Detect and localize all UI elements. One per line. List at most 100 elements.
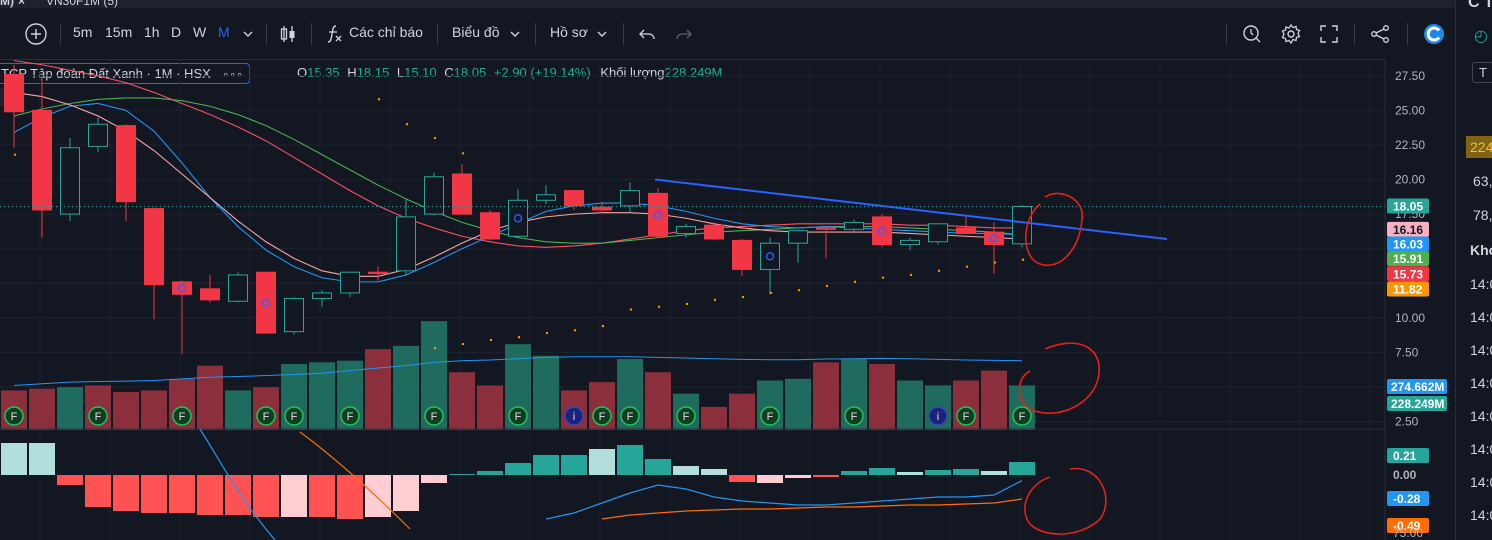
macd-label: -0.28 xyxy=(1393,492,1421,506)
undo-button[interactable] xyxy=(635,22,659,46)
share-button[interactable] xyxy=(1368,22,1392,46)
redo-button[interactable] xyxy=(672,22,696,46)
financial-event-icon xyxy=(844,406,864,426)
settings-button[interactable] xyxy=(1279,22,1303,46)
time-row: 14:0 xyxy=(1470,507,1492,523)
tab-symbol[interactable]: VN30F1M (5) xyxy=(46,0,119,8)
interval-15m[interactable]: 15m xyxy=(105,24,133,40)
brand-logo-icon xyxy=(1422,22,1446,46)
time-row: 14:0 xyxy=(1470,342,1492,358)
sar-dot xyxy=(993,261,997,264)
volume-bar xyxy=(449,372,475,430)
macd-histogram-bar xyxy=(337,475,363,519)
interval-w[interactable]: W xyxy=(193,24,207,40)
tab-left-fragment[interactable]: M) xyxy=(0,0,14,8)
status-icon: ◴ xyxy=(1474,28,1488,45)
sar-dot xyxy=(13,153,17,156)
event-marker-label: F xyxy=(11,411,18,423)
signal-line xyxy=(601,498,1023,520)
profile-label[interactable]: Hồ sơ xyxy=(550,24,588,40)
interval-1h[interactable]: 1h xyxy=(144,24,160,40)
sar-dot xyxy=(741,295,745,299)
candle-body xyxy=(228,274,248,302)
macd-histogram-bar xyxy=(141,475,167,513)
macd-label: 0.00 xyxy=(1393,468,1417,482)
sar-dot xyxy=(433,347,437,350)
interval-5m[interactable]: 5m xyxy=(73,24,93,40)
event-marker-label: F xyxy=(263,411,270,423)
event-marker-label: i xyxy=(937,411,939,423)
price-label-bg xyxy=(1387,221,1429,237)
time-row: 14:0 xyxy=(1470,375,1492,391)
candle-body xyxy=(1012,206,1032,245)
sar-dot xyxy=(937,269,941,273)
panel-title: C T xyxy=(1468,0,1492,11)
add-symbol-button[interactable] xyxy=(24,22,48,46)
financial-event-icon xyxy=(1012,406,1032,426)
quick-search-button[interactable] xyxy=(1240,22,1264,46)
macd-histogram-bar xyxy=(729,475,755,482)
candle-body xyxy=(536,194,556,201)
signal-marker xyxy=(513,214,523,223)
tab-close-icon[interactable]: × xyxy=(18,0,26,8)
fullscreen-button[interactable] xyxy=(1317,22,1341,46)
chevron-down-icon xyxy=(243,31,253,37)
volume-bar xyxy=(729,393,755,430)
macd-histogram-bar xyxy=(785,475,811,478)
macd-histogram-bar xyxy=(869,468,895,475)
sar-dot xyxy=(461,152,465,155)
candle-body xyxy=(592,206,612,211)
volume-bar xyxy=(869,364,895,430)
more-options-icon[interactable]: ∘∘∘ xyxy=(222,69,244,81)
volume-bar xyxy=(141,390,167,430)
symbol-title[interactable]: TCP Tập đoàn Đất Xanh · 1M · HSX ∘∘∘ xyxy=(0,63,251,84)
sar-dot xyxy=(769,291,773,295)
event-marker-label: i xyxy=(573,411,575,423)
macd-label: 0.21 xyxy=(1393,449,1417,463)
event-marker-label: F xyxy=(515,411,522,423)
event-marker-label: F xyxy=(963,411,970,423)
profile-dropdown[interactable] xyxy=(590,22,614,46)
candle-body xyxy=(452,173,472,215)
redo-icon xyxy=(676,29,692,40)
chevron-down-icon xyxy=(510,31,520,37)
event-marker-label: F xyxy=(95,411,102,423)
candle-body xyxy=(732,239,752,270)
sar-dot xyxy=(657,305,661,308)
interval-d[interactable]: D xyxy=(171,24,182,40)
chart-type-button[interactable] xyxy=(276,22,300,46)
volume-label: 274.662M xyxy=(1391,380,1444,394)
sar-dot xyxy=(433,136,437,140)
interval-m[interactable]: M xyxy=(218,24,230,40)
macd-label-bg xyxy=(1387,448,1429,463)
undo-icon xyxy=(639,29,655,40)
candles-icon xyxy=(280,26,295,42)
panel-button[interactable]: T xyxy=(1472,62,1492,83)
candle-body xyxy=(844,221,864,230)
y-tick-label: 20.00 xyxy=(1395,173,1425,187)
indicators-label[interactable]: Các chỉ báo xyxy=(349,24,423,40)
financial-event-icon xyxy=(592,406,612,426)
candle-body xyxy=(816,227,836,230)
macd-histogram-bar xyxy=(1009,462,1035,475)
candle-body xyxy=(116,125,136,203)
financial-event-icon xyxy=(172,406,192,426)
info-event-icon xyxy=(564,406,584,426)
candle-body xyxy=(508,199,528,237)
macd-histogram-bar xyxy=(757,475,783,483)
candle-body xyxy=(620,190,640,207)
price-label-bg xyxy=(1387,251,1429,267)
chart-type-label[interactable]: Biểu đồ xyxy=(452,24,500,40)
y-tick-label: 27.50 xyxy=(1395,69,1425,83)
y-tick-label: 22.50 xyxy=(1395,138,1425,152)
chart-type-dropdown[interactable] xyxy=(503,22,527,46)
indicators-button[interactable] xyxy=(322,22,346,46)
sar-dot xyxy=(825,284,829,288)
event-marker-label: F xyxy=(291,411,298,423)
volume-bar xyxy=(645,372,671,430)
candle-body xyxy=(984,231,1004,246)
macd-histogram-bar xyxy=(505,463,531,475)
interval-dropdown[interactable] xyxy=(236,22,260,46)
sar-dot xyxy=(685,302,689,306)
